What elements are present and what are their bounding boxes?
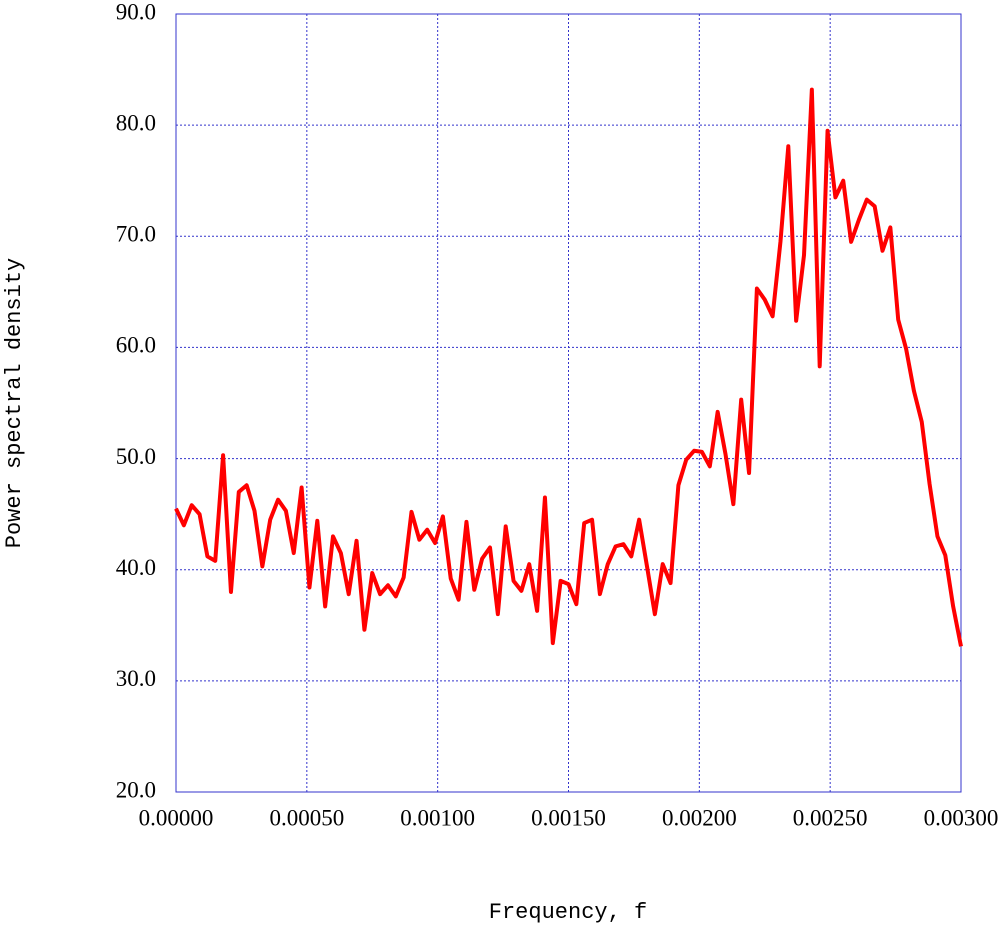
x-tick-label: 0.00150 bbox=[531, 805, 606, 830]
x-tick-label: 0.00300 bbox=[924, 805, 999, 830]
data-line bbox=[174, 87, 963, 647]
x-tick-label: 0.00100 bbox=[400, 805, 475, 830]
y-tick-label: 90.0 bbox=[116, 0, 156, 24]
y-tick-label: 50.0 bbox=[116, 444, 156, 469]
x-tick-label: 0.00200 bbox=[662, 805, 737, 830]
y-tick-label: 80.0 bbox=[116, 110, 156, 135]
x-axis-label: Frequency, f bbox=[489, 900, 647, 925]
x-tick-label: 0.00250 bbox=[793, 805, 868, 830]
y-tick-label: 60.0 bbox=[116, 333, 156, 358]
y-tick-label: 30.0 bbox=[116, 666, 156, 691]
y-tick-label: 70.0 bbox=[116, 222, 156, 247]
x-tick-label: 0.00050 bbox=[269, 805, 344, 830]
y-tick-label: 40.0 bbox=[116, 555, 156, 580]
y-axis-label: Power spectral density bbox=[2, 258, 27, 548]
y-tick-label: 20.0 bbox=[116, 777, 156, 802]
plot-frame bbox=[175, 13, 962, 793]
x-tick-label: 0.00000 bbox=[139, 805, 214, 830]
